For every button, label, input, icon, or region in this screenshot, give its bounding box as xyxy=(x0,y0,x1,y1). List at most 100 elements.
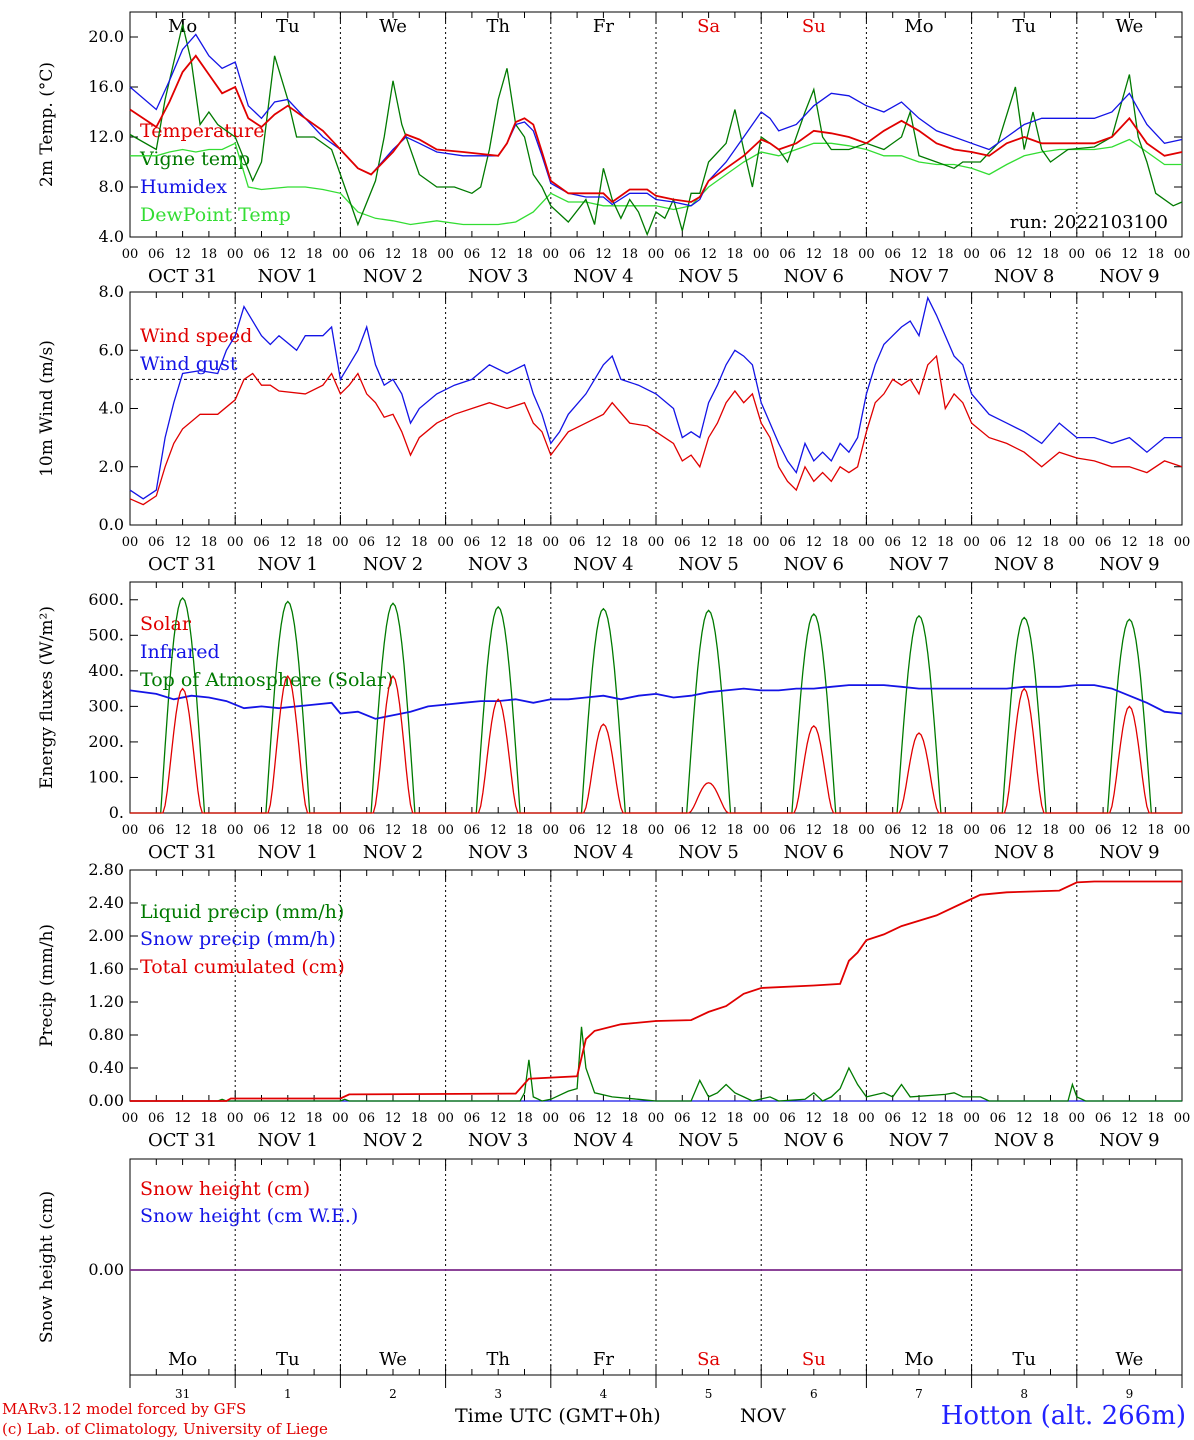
hour-label: 12 xyxy=(385,1111,402,1126)
hour-label: 00 xyxy=(963,247,980,262)
hour-label: 00 xyxy=(227,823,244,838)
date-label: NOV 7 xyxy=(889,554,949,575)
total-cumulated-line xyxy=(130,880,1182,1102)
day-number: 8 xyxy=(1020,1387,1028,1401)
liquid-precip-line xyxy=(130,1026,1182,1102)
hour-label: 18 xyxy=(832,247,849,262)
hour-label: 18 xyxy=(516,535,533,550)
y-tick-label: 100. xyxy=(88,767,124,786)
hour-label: 00 xyxy=(122,535,139,550)
hour-label: 18 xyxy=(516,823,533,838)
hour-label: 12 xyxy=(385,247,402,262)
month-label: NOV xyxy=(740,1405,786,1427)
hour-label: 12 xyxy=(700,1111,717,1126)
hour-label: 18 xyxy=(937,247,954,262)
hour-label: 00 xyxy=(1069,1111,1086,1126)
hour-label: 00 xyxy=(858,823,875,838)
hour-label: 18 xyxy=(937,823,954,838)
y-tick-label: 600. xyxy=(88,590,124,609)
day-number: 7 xyxy=(915,1387,923,1401)
weekday-label: Su xyxy=(802,16,826,37)
hour-label: 12 xyxy=(911,1111,928,1126)
date-label: NOV 7 xyxy=(889,842,949,863)
y-tick-label: 0.00 xyxy=(88,1091,124,1110)
y-tick-label: 8.0 xyxy=(99,177,124,196)
hour-label: 06 xyxy=(990,247,1007,262)
hour-label: 12 xyxy=(595,247,612,262)
hour-label: 06 xyxy=(674,247,691,262)
hour-label: 00 xyxy=(543,247,560,262)
hour-label: 00 xyxy=(437,535,454,550)
y-tick-label: 2.0 xyxy=(99,457,124,476)
legend-label: Infrared xyxy=(140,641,220,663)
hour-label: 18 xyxy=(411,1111,428,1126)
hour-label: 12 xyxy=(595,1111,612,1126)
y-tick-label: 0.40 xyxy=(88,1058,124,1077)
hour-label: 18 xyxy=(306,247,323,262)
hour-label: 18 xyxy=(1147,1111,1164,1126)
hour-label: 00 xyxy=(332,823,349,838)
hour-label: 18 xyxy=(1147,247,1164,262)
hour-label: 00 xyxy=(122,823,139,838)
hour-label: 18 xyxy=(201,823,218,838)
hour-label: 18 xyxy=(621,535,638,550)
hour-label: 18 xyxy=(306,823,323,838)
weekday-label: Fr xyxy=(593,16,614,37)
date-label: NOV 9 xyxy=(1099,554,1159,575)
date-label: NOV 2 xyxy=(363,1130,423,1151)
hour-label: 12 xyxy=(490,535,507,550)
hour-label: 18 xyxy=(1147,535,1164,550)
date-label: NOV 8 xyxy=(994,266,1054,287)
hour-label: 00 xyxy=(543,1111,560,1126)
hour-label: 06 xyxy=(148,1111,165,1126)
hour-label: 00 xyxy=(753,247,770,262)
hour-label: 18 xyxy=(832,823,849,838)
date-label: NOV 1 xyxy=(258,266,318,287)
y-tick-label: 300. xyxy=(88,696,124,715)
hour-label: 00 xyxy=(648,823,665,838)
legend-label: Snow precip (mm/h) xyxy=(140,928,336,950)
hour-label: 12 xyxy=(806,1111,823,1126)
hour-label: 12 xyxy=(700,535,717,550)
hour-label: 12 xyxy=(806,247,823,262)
y-tick-label: 16.0 xyxy=(88,77,124,96)
hour-label: 12 xyxy=(280,823,297,838)
hour-label: 12 xyxy=(280,247,297,262)
hour-label: 06 xyxy=(990,535,1007,550)
hour-label: 00 xyxy=(227,535,244,550)
hour-label: 06 xyxy=(358,1111,375,1126)
y-axis-label: Precip (mm/h) xyxy=(37,924,57,1047)
hour-label: 06 xyxy=(253,535,270,550)
hour-label: 00 xyxy=(437,823,454,838)
hour-label: 06 xyxy=(1095,247,1112,262)
hour-label: 06 xyxy=(1095,1111,1112,1126)
weekday-label: Sa xyxy=(697,16,720,37)
hour-label: 12 xyxy=(1121,247,1138,262)
day-number: 31 xyxy=(175,1387,190,1401)
date-label: NOV 5 xyxy=(678,266,738,287)
date-label: NOV 6 xyxy=(784,266,844,287)
hour-label: 12 xyxy=(1016,247,1033,262)
date-label: NOV 8 xyxy=(994,1130,1054,1151)
hour-label: 06 xyxy=(253,247,270,262)
date-label: NOV 6 xyxy=(784,1130,844,1151)
y-tick-label: 4.0 xyxy=(99,227,124,246)
weekday-label: Mo xyxy=(904,1349,933,1370)
hour-label: 18 xyxy=(411,823,428,838)
hour-label: 06 xyxy=(569,535,586,550)
hour-label: 06 xyxy=(884,247,901,262)
hour-label: 18 xyxy=(727,823,744,838)
weekday-label: Mo xyxy=(168,1349,197,1370)
y-tick-label: 2.40 xyxy=(88,893,124,912)
hour-label: 12 xyxy=(595,535,612,550)
hour-label: 00 xyxy=(437,247,454,262)
y-tick-label: 500. xyxy=(88,625,124,644)
date-label: NOV 1 xyxy=(258,1130,318,1151)
weekday-label: Tu xyxy=(276,16,300,37)
hour-label: 12 xyxy=(174,823,191,838)
hour-label: 12 xyxy=(1121,535,1138,550)
hour-label: 00 xyxy=(753,823,770,838)
y-tick-label: 200. xyxy=(88,732,124,751)
hour-label: 18 xyxy=(306,535,323,550)
